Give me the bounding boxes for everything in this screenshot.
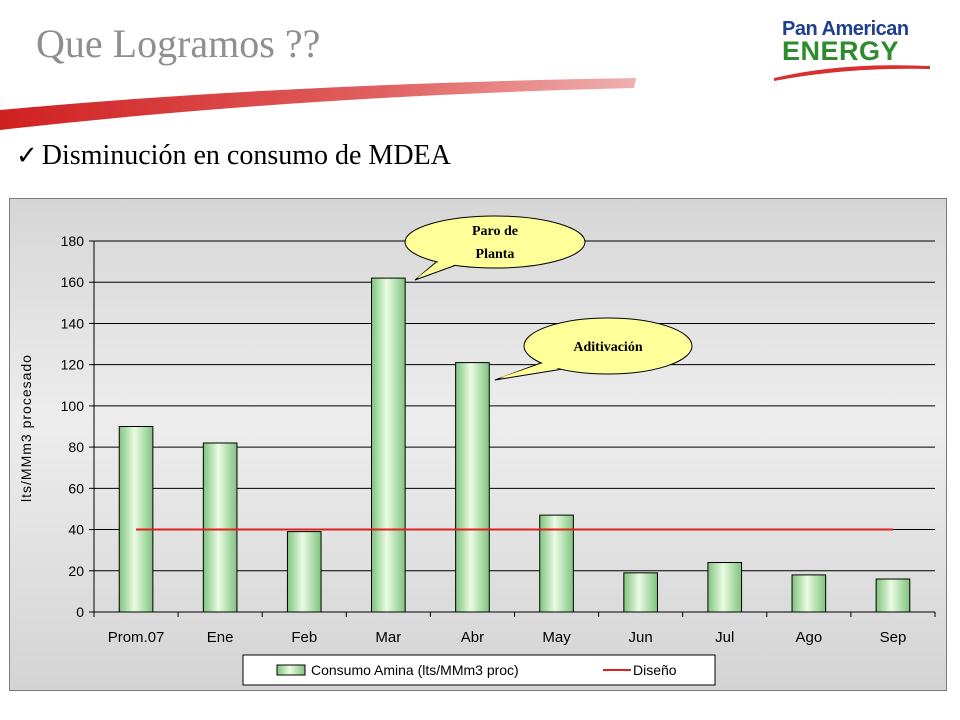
y-axis-label: lts/MMm3 procesado <box>18 354 34 502</box>
y-tick-label: 60 <box>68 480 84 496</box>
legend-label-diseno: Diseño <box>633 662 677 678</box>
title-swoosh-decoration <box>0 78 636 130</box>
x-tick-label: Mar <box>375 629 401 646</box>
x-tick-label: Sep <box>880 629 907 646</box>
bar-Abr <box>455 362 490 613</box>
bullet-item: ✓ Disminución en consumo de MDEA <box>16 140 451 172</box>
logo-line1: Pan American <box>782 18 909 40</box>
x-tick-label: Jul <box>715 629 734 646</box>
bar-Jun <box>623 572 658 613</box>
x-tick-label: Jun <box>629 629 653 646</box>
logo-arc-icon <box>774 65 930 81</box>
bar-Mar <box>371 277 406 613</box>
company-logo: Pan American ENERGY <box>772 18 932 82</box>
x-tick-label: Feb <box>291 629 317 646</box>
y-tick-label: 40 <box>68 522 84 538</box>
callout-paro-line1: Paro de <box>472 224 518 239</box>
bar-Feb <box>286 531 322 613</box>
x-tick-labels: Prom.07 Ene Feb Mar Abr May Jun Jul Ago Sep <box>93 612 936 646</box>
bar-Prom.07 <box>118 426 154 613</box>
y-tick-label: 180 <box>61 233 85 249</box>
legend-swatch-consumo <box>276 664 306 676</box>
bullet-text: Disminución en consumo de MDEA <box>41 140 451 171</box>
x-tick-label: Ago <box>795 629 822 646</box>
bar-chart: 0 20 40 60 80 100 120 140 160 180 Prom.07 Ene Feb Ma… <box>18 215 936 686</box>
legend-label-consumo: Consumo Amina (lts/MMm3 proc) <box>311 662 519 678</box>
bars <box>118 277 911 613</box>
y-tick-label: 120 <box>61 357 85 373</box>
bar-Sep <box>875 578 911 613</box>
y-tick-label: 160 <box>61 274 85 290</box>
callout-aditivacion-text: Aditivación <box>573 340 642 355</box>
callout-aditivacion: Aditivación <box>494 317 693 381</box>
y-tick-label: 100 <box>61 398 85 414</box>
y-tick-label: 140 <box>61 315 85 331</box>
y-tick-label: 80 <box>68 439 84 455</box>
logo-line2: ENERGY <box>782 36 900 66</box>
page-title: Que Logramos ?? <box>36 21 321 66</box>
callout-paro-line2: Planta <box>476 247 515 262</box>
bar-Jul <box>707 562 743 613</box>
x-tick-label: Prom.07 <box>108 629 165 646</box>
bar-May <box>539 514 574 613</box>
checkmark-icon: ✓ <box>16 141 38 171</box>
legend: Consumo Amina (lts/MMm3 proc) Diseño <box>242 654 716 686</box>
x-tick-label: Ene <box>207 629 234 646</box>
bar-Ene <box>202 442 238 613</box>
bar-Ago <box>791 574 827 613</box>
y-tick-label: 20 <box>68 563 84 579</box>
y-tick-labels: 0 20 40 60 80 100 120 140 160 180 <box>61 233 94 620</box>
callout-paro-de-planta: Paro de Planta <box>404 215 586 281</box>
x-tick-label: May <box>542 629 571 646</box>
x-tick-label: Abr <box>461 629 484 646</box>
y-tick-label: 0 <box>76 604 84 620</box>
